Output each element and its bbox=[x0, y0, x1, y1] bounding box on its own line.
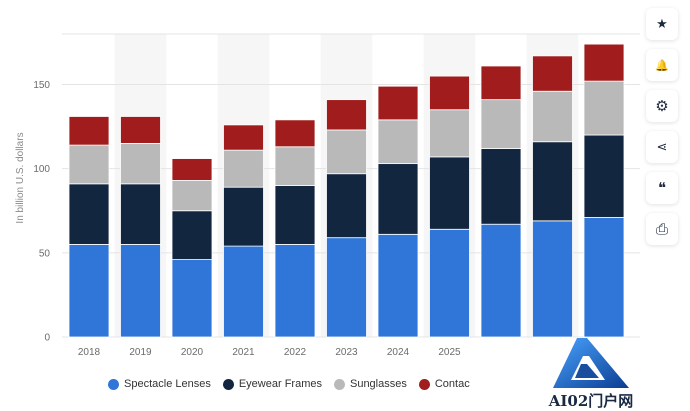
bar-contac-2027[interactable] bbox=[532, 55, 573, 92]
bar-eyewear-frames-2022[interactable] bbox=[274, 185, 316, 245]
star-icon: ★ bbox=[656, 16, 668, 31]
print-button[interactable]: ⎙ bbox=[646, 213, 678, 245]
legend-item-sunglasses[interactable]: Sunglasses bbox=[333, 378, 407, 390]
bar-spectacle-lenses-2022[interactable] bbox=[274, 244, 316, 338]
bar-spectacle-lenses-2028[interactable] bbox=[583, 217, 625, 338]
bar-spectacle-lenses-2020[interactable] bbox=[171, 259, 213, 338]
share-icon: ⋖ bbox=[656, 139, 668, 154]
legend-item-spectacle-lenses[interactable]: Spectacle Lenses bbox=[108, 378, 211, 390]
bar-contac-2022[interactable] bbox=[274, 119, 316, 148]
bar-spectacle-lenses-2026[interactable] bbox=[480, 223, 522, 338]
watermark: AI02门户网 bbox=[543, 334, 639, 411]
bar-spectacle-lenses-2027[interactable] bbox=[532, 220, 573, 338]
bell-icon: 🔔 bbox=[655, 59, 669, 72]
bar-eyewear-frames-2024[interactable] bbox=[377, 163, 419, 235]
y-tick-label: 150 bbox=[33, 80, 50, 91]
bar-eyewear-frames-2023[interactable] bbox=[326, 173, 367, 239]
legend-label-spectacle-lenses: Spectacle Lenses bbox=[124, 378, 211, 390]
cite-button[interactable]: ❝ bbox=[646, 172, 678, 204]
legend-label-eyewear-frames: Eyewear Frames bbox=[238, 378, 322, 390]
bar-sunglasses-2026[interactable] bbox=[480, 99, 522, 149]
bar-contac-2023[interactable] bbox=[326, 99, 367, 131]
bar-eyewear-frames-2018[interactable] bbox=[68, 183, 110, 245]
x-tick-label: 2021 bbox=[232, 347, 255, 358]
bar-eyewear-frames-2026[interactable] bbox=[480, 148, 522, 225]
print-icon: ⎙ bbox=[655, 220, 668, 238]
bar-sunglasses-2022[interactable] bbox=[274, 146, 316, 186]
favorite-button[interactable]: ★ bbox=[646, 8, 678, 40]
bar-spectacle-lenses-2018[interactable] bbox=[68, 244, 110, 338]
bar-eyewear-frames-2019[interactable] bbox=[120, 183, 161, 245]
bar-eyewear-frames-2025[interactable] bbox=[429, 156, 470, 230]
share-button[interactable]: ⋖ bbox=[646, 131, 678, 163]
x-tick-label: 2024 bbox=[387, 347, 410, 358]
notification-button[interactable]: 🔔 bbox=[646, 49, 678, 81]
bar-contac-2018[interactable] bbox=[68, 116, 110, 146]
legend-dot-sunglasses bbox=[333, 378, 345, 390]
x-tick-label: 2025 bbox=[438, 347, 461, 358]
gear-icon: ⚙ bbox=[655, 98, 669, 115]
bar-eyewear-frames-2020[interactable] bbox=[171, 210, 213, 260]
watermark-logo bbox=[553, 338, 629, 388]
legend-label-contac: Contac bbox=[434, 378, 470, 390]
bar-sunglasses-2020[interactable] bbox=[171, 180, 213, 212]
x-tick-label: 2023 bbox=[335, 347, 358, 358]
y-tick-label: 0 bbox=[44, 333, 50, 344]
bar-sunglasses-2025[interactable] bbox=[429, 109, 470, 158]
legend-item-eyewear-frames[interactable]: Eyewear Frames bbox=[222, 378, 322, 390]
bar-eyewear-frames-2028[interactable] bbox=[583, 134, 625, 218]
bar-contac-2020[interactable] bbox=[171, 158, 213, 181]
bar-contac-2026[interactable] bbox=[480, 65, 522, 101]
bar-spectacle-lenses-2023[interactable] bbox=[326, 237, 367, 338]
legend-label-sunglasses: Sunglasses bbox=[349, 378, 407, 390]
chart-legend: Spectacle Lenses Eyewear Frames Sunglass… bbox=[108, 378, 494, 390]
bar-spectacle-lenses-2025[interactable] bbox=[429, 228, 470, 338]
y-tick-label: 100 bbox=[33, 164, 50, 175]
bar-eyewear-frames-2021[interactable] bbox=[223, 186, 264, 247]
bar-contac-2019[interactable] bbox=[120, 116, 161, 144]
bar-contac-2028[interactable] bbox=[583, 43, 625, 82]
bar-sunglasses-2019[interactable] bbox=[120, 143, 161, 185]
bar-spectacle-lenses-2024[interactable] bbox=[377, 233, 419, 338]
legend-dot-contac bbox=[418, 378, 430, 390]
x-tick-label: 2019 bbox=[129, 347, 152, 358]
y-tick-label: 50 bbox=[39, 248, 51, 259]
chart-toolbar: ★ 🔔 ⚙ ⋖ ❝ ⎙ bbox=[646, 8, 682, 254]
watermark-text: AI02门户网 bbox=[548, 392, 634, 410]
bar-sunglasses-2023[interactable] bbox=[326, 129, 367, 175]
quote-icon: ❝ bbox=[657, 180, 667, 197]
legend-item-contac[interactable]: Contac bbox=[418, 378, 470, 390]
legend-dot-spectacle-lenses bbox=[108, 378, 119, 390]
bar-spectacle-lenses-2021[interactable] bbox=[223, 245, 264, 338]
x-tick-label: 2018 bbox=[78, 347, 101, 358]
bar-sunglasses-2027[interactable] bbox=[532, 90, 573, 143]
x-tick-label: 2022 bbox=[284, 347, 307, 358]
settings-button[interactable]: ⚙ bbox=[646, 90, 678, 122]
legend-dot-eyewear-frames bbox=[222, 378, 234, 390]
bar-sunglasses-2028[interactable] bbox=[583, 80, 625, 136]
bar-sunglasses-2021[interactable] bbox=[223, 149, 264, 188]
bar-contac-2024[interactable] bbox=[377, 85, 419, 121]
y-axis-label: In billion U.S. dollars bbox=[15, 132, 26, 223]
bar-contac-2025[interactable] bbox=[429, 75, 470, 111]
bar-spectacle-lenses-2019[interactable] bbox=[120, 244, 161, 338]
bar-contac-2021[interactable] bbox=[223, 124, 264, 151]
bar-eyewear-frames-2027[interactable] bbox=[532, 141, 573, 222]
bar-sunglasses-2024[interactable] bbox=[377, 119, 419, 165]
x-tick-label: 2020 bbox=[181, 347, 204, 358]
bar-sunglasses-2018[interactable] bbox=[68, 144, 110, 185]
bars bbox=[68, 43, 625, 338]
